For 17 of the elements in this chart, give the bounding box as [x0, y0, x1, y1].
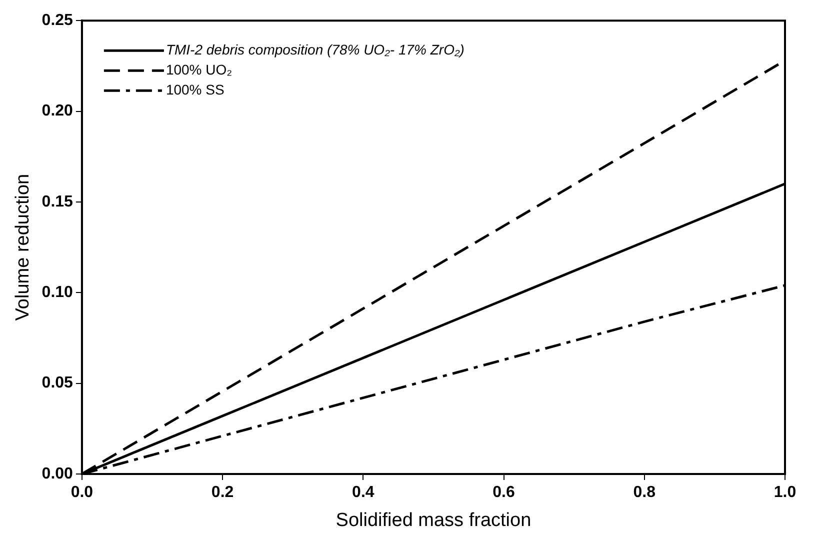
x-tick-label: 0.2 [211, 484, 234, 502]
y-axis-title: Volume reduction [12, 174, 34, 321]
y-tick-label: 0.20 [42, 102, 74, 120]
legend-label: 100% UO₂ [166, 61, 232, 78]
legend-label: 100% SS [166, 81, 224, 98]
x-tick-label: 1.0 [774, 484, 796, 502]
x-tick-label: 0.6 [492, 484, 515, 502]
y-tick-label: 0.10 [42, 284, 74, 302]
y-tick-label: 0.25 [42, 12, 74, 30]
x-tick-label: 0.0 [70, 484, 94, 502]
y-tick-label: 0.00 [42, 465, 74, 482]
y-tick-label: 0.15 [42, 193, 74, 210]
x-tick-label: 0.4 [352, 484, 374, 502]
x-tick-label: 0.8 [633, 484, 656, 502]
x-axis-title: Solidified mass fraction [336, 510, 532, 531]
legend-label: TMI-2 debris composition (78% UO₂- 17% ZrO₂) [166, 41, 464, 58]
y-tick-label: 0.05 [42, 374, 74, 392]
